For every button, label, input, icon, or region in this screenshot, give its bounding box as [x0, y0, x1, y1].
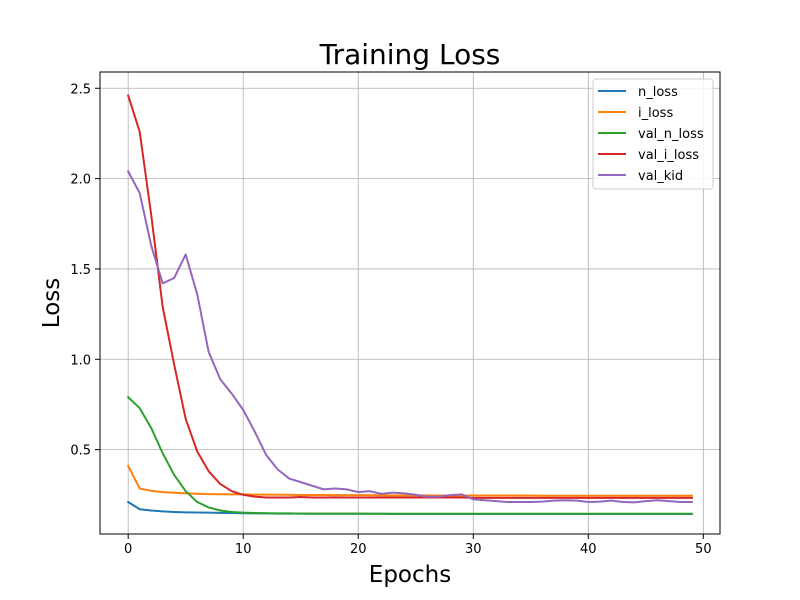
y-axis-label: Loss	[39, 278, 65, 328]
legend: n_loss i_loss val_n_loss val_i_loss val_kid	[592, 78, 714, 190]
legend-label-val-n-loss: val_n_loss	[638, 127, 704, 142]
series-line-i-loss	[126, 464, 693, 497]
legend-label-i-loss: i_loss	[638, 106, 673, 121]
legend-box	[592, 78, 714, 190]
axes-frame	[99, 71, 721, 535]
x-tick-label: 20	[350, 542, 367, 557]
x-tick-label: 0	[124, 542, 132, 557]
x-tick-label: 50	[695, 542, 712, 557]
series-line-val-n-loss	[126, 395, 693, 515]
y-ticks: 0.5 1.0 1.5 2.0 2.5	[70, 82, 100, 459]
x-ticks: 0 10 20 30 40 50	[124, 534, 712, 557]
y-tick-label: 1.0	[70, 353, 91, 368]
chart-title: Training Loss	[319, 38, 501, 71]
series-lines	[126, 94, 693, 515]
legend-label-val-kid: val_kid	[638, 169, 683, 184]
y-tick-label: 1.5	[70, 263, 91, 278]
legend-label-val-i-loss: val_i_loss	[638, 148, 699, 163]
legend-label-n-loss: n_loss	[638, 85, 678, 100]
y-tick-label: 2.0	[70, 173, 91, 188]
x-tick-label: 40	[580, 542, 597, 557]
y-tick-label: 2.5	[70, 82, 91, 97]
x-axis-label: Epochs	[369, 562, 451, 588]
series-line-val-kid	[126, 170, 693, 504]
x-tick-label: 30	[465, 542, 482, 557]
x-tick-label: 10	[235, 542, 252, 557]
series-line-val-i-loss	[126, 94, 693, 499]
y-tick-label: 0.5	[70, 444, 91, 459]
